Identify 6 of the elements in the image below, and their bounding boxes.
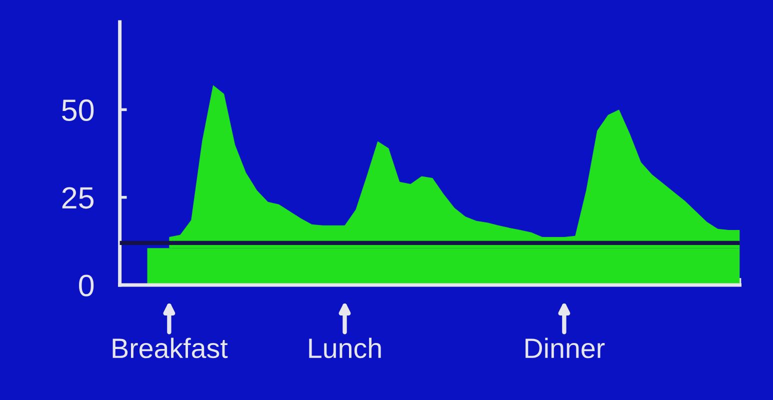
x-tick-label: Dinner <box>526 338 605 358</box>
y-tick-label: 25 <box>62 187 94 209</box>
x-tick-label: Breakfast <box>112 338 228 358</box>
y-tick-label: 0 <box>79 274 94 296</box>
y-tick-label: 50 <box>62 99 94 122</box>
x-tick-label: Lunch <box>309 338 381 358</box>
